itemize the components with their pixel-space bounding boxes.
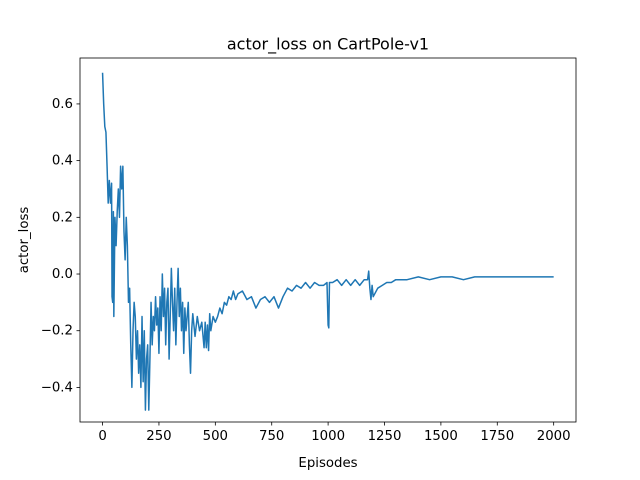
x-tick-label: 2000 — [537, 429, 571, 444]
x-tick-label: 500 — [203, 429, 228, 444]
y-axis-label: actor_loss — [17, 207, 32, 274]
x-axis-label: Episodes — [298, 456, 357, 471]
y-tick-label: 0.0 — [52, 267, 73, 282]
x-tick-label: 250 — [146, 429, 171, 444]
y-tick-label: −0.2 — [41, 324, 73, 339]
x-tick-label: 1500 — [424, 429, 458, 444]
x-tick-label: 1750 — [480, 429, 514, 444]
chart-title: actor_loss on CartPole-v1 — [227, 35, 429, 55]
y-tick-label: −0.4 — [41, 380, 73, 395]
y-tick-label: 0.6 — [52, 97, 73, 112]
x-tick-label: 0 — [98, 429, 106, 444]
x-tick-label: 1000 — [311, 429, 345, 444]
y-tick-label: 0.2 — [52, 210, 73, 225]
data-line — [101, 72, 554, 411]
x-tick-label: 750 — [259, 429, 284, 444]
y-tick-label: 0.4 — [52, 154, 73, 169]
x-tick-label: 1250 — [368, 429, 402, 444]
axes-frame — [79, 57, 577, 423]
